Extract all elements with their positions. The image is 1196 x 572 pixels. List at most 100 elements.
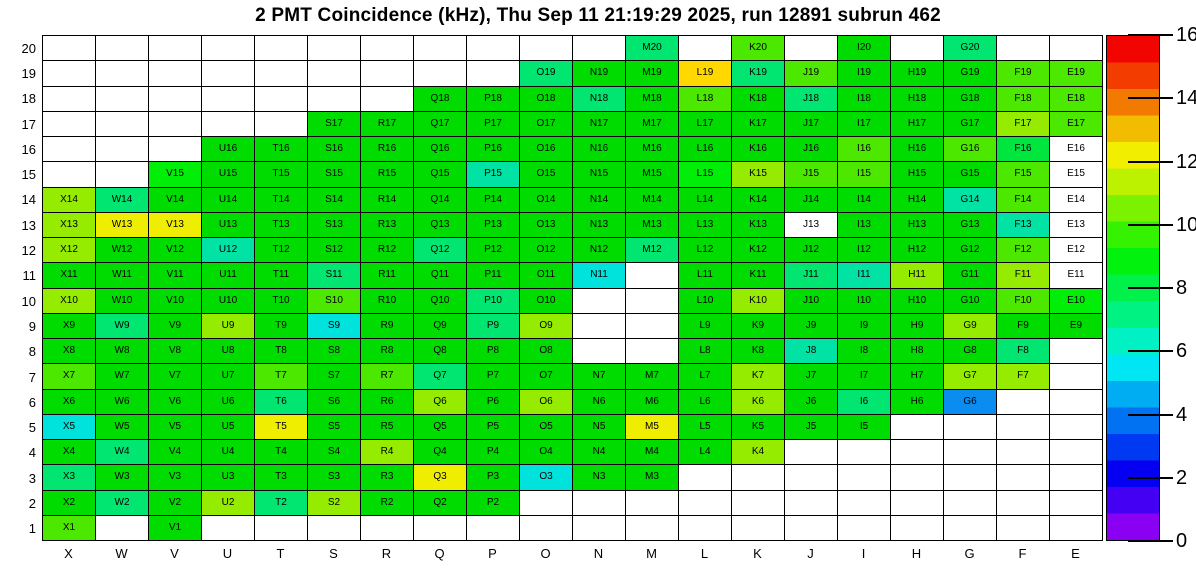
grid-cell [838, 490, 891, 516]
cell-label: X14 [60, 193, 78, 205]
grid-cell [255, 515, 308, 541]
cell-label: K14 [749, 193, 767, 205]
cell-label: F8 [1017, 345, 1029, 357]
grid-cell: S3 [308, 465, 361, 491]
grid-cell: V7 [149, 364, 202, 390]
row-axis-label: 20 [21, 40, 36, 56]
grid-cell: S8 [308, 339, 361, 365]
grid-cell: L7 [679, 364, 732, 390]
grid-cell: R12 [361, 238, 414, 264]
cell-label: O9 [539, 319, 553, 331]
cell-label: M13 [642, 218, 662, 230]
grid-cell [838, 515, 891, 541]
cell-label: U10 [218, 294, 238, 306]
grid-cell: S15 [308, 162, 361, 188]
grid-cell: E12 [1050, 238, 1103, 264]
grid-cell: V13 [149, 212, 202, 238]
grid-cell: T13 [255, 212, 308, 238]
grid-cell: W14 [96, 187, 149, 213]
cell-label: U5 [221, 420, 235, 432]
grid-cell [255, 36, 308, 62]
cell-label: N11 [590, 269, 608, 281]
grid-cell: L8 [679, 339, 732, 365]
grid-cell: R16 [361, 137, 414, 163]
grid-cell: P8 [467, 339, 520, 365]
grid-cell: U2 [202, 490, 255, 516]
cell-label: J10 [802, 294, 820, 306]
grid-cell [626, 288, 679, 314]
cell-label: S12 [325, 244, 343, 256]
grid-cell: X10 [43, 288, 96, 314]
cell-label: P8 [486, 345, 500, 357]
cell-label: Q3 [433, 471, 447, 483]
column-axis-label: X [64, 546, 73, 561]
grid-cell [43, 111, 96, 137]
grid-cell [202, 86, 255, 112]
grid-cell: E11 [1050, 263, 1103, 289]
cell-label: S16 [325, 143, 343, 155]
grid-cell: G8 [944, 339, 997, 365]
cell-label: J13 [802, 218, 820, 230]
cell-label: L17 [696, 117, 714, 129]
cell-label: U13 [218, 218, 238, 230]
grid-cell [732, 465, 785, 491]
row-axis-label: 15 [21, 167, 36, 183]
grid-cell [255, 61, 308, 87]
cell-label: W3 [114, 471, 130, 483]
cell-label: P5 [486, 420, 500, 432]
cell-label: O11 [536, 269, 556, 281]
cell-label: W4 [114, 446, 130, 458]
grid-cell: S12 [308, 238, 361, 264]
cell-label: X6 [62, 395, 76, 407]
grid-cell: H11 [891, 263, 944, 289]
grid-cell: G9 [944, 313, 997, 339]
grid-cell: S10 [308, 288, 361, 314]
row-axis-label: 12 [21, 243, 36, 259]
row-axis-label: 9 [28, 318, 36, 334]
cell-label: I17 [857, 117, 871, 129]
cell-label: V9 [168, 319, 182, 331]
cell-label: S15 [325, 168, 343, 180]
grid-cell [573, 490, 626, 516]
cell-label: K8 [751, 345, 765, 357]
cell-label: J16 [802, 143, 820, 155]
colorbar-tick-label: 0 [1176, 530, 1188, 552]
grid-cell [1050, 515, 1103, 541]
cell-label: R15 [377, 168, 397, 180]
cell-label: K15 [749, 168, 767, 180]
cell-label: J5 [805, 420, 817, 432]
grid-cell: F15 [997, 162, 1050, 188]
cell-label: G14 [960, 193, 980, 205]
grid-cell [149, 111, 202, 137]
cell-label: G18 [960, 92, 980, 104]
cell-label: U3 [221, 471, 235, 483]
grid-cell: U9 [202, 313, 255, 339]
grid-cell [202, 36, 255, 62]
grid-cell: W10 [96, 288, 149, 314]
grid-cell: L11 [679, 263, 732, 289]
grid-cell: M4 [626, 440, 679, 466]
grid-cell: E18 [1050, 86, 1103, 112]
grid-cell: V1 [149, 515, 202, 541]
grid-cell [308, 61, 361, 87]
grid-cell: X13 [43, 212, 96, 238]
cell-label: S5 [327, 420, 341, 432]
cell-label: W2 [114, 496, 130, 508]
grid-cell [785, 440, 838, 466]
grid-cell [785, 465, 838, 491]
cell-label: M15 [642, 168, 662, 180]
cell-label: H16 [907, 143, 927, 155]
grid-cell: H18 [891, 86, 944, 112]
grid-cell: R17 [361, 111, 414, 137]
cell-label: I12 [857, 244, 871, 256]
grid-cell: K16 [732, 137, 785, 163]
grid-cell: K9 [732, 313, 785, 339]
grid-cell: P15 [467, 162, 520, 188]
grid-cell: W2 [96, 490, 149, 516]
grid-cell: N3 [573, 465, 626, 491]
grid-cell: J14 [785, 187, 838, 213]
grid-cell [1050, 414, 1103, 440]
cell-label: I7 [859, 370, 869, 382]
cell-label: X11 [60, 269, 78, 281]
grid-cell: W13 [96, 212, 149, 238]
